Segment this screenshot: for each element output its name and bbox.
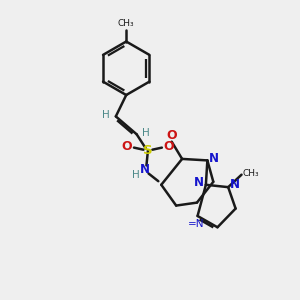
Text: O: O	[167, 129, 177, 142]
Text: CH₃: CH₃	[118, 19, 134, 28]
Text: H: H	[142, 128, 150, 138]
Text: CH₃: CH₃	[242, 169, 259, 178]
Text: H: H	[132, 170, 139, 180]
Text: O: O	[164, 140, 174, 153]
Text: S: S	[143, 144, 153, 157]
Text: N: N	[230, 178, 240, 191]
Text: N: N	[140, 164, 150, 176]
Text: N: N	[209, 152, 219, 164]
Text: O: O	[122, 140, 132, 153]
Text: =N: =N	[188, 219, 204, 229]
Text: H: H	[102, 110, 110, 120]
Text: N: N	[194, 176, 204, 189]
